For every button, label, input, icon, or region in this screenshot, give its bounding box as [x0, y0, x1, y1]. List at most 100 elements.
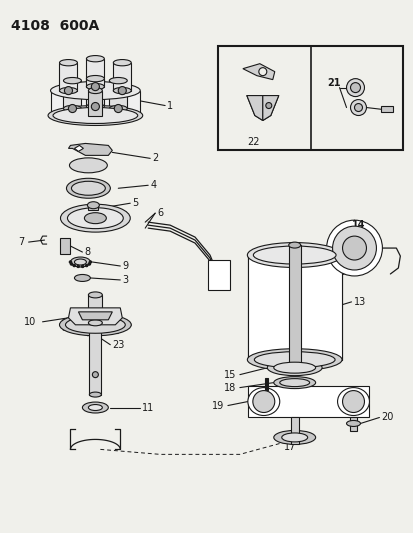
Text: 7: 7	[18, 237, 24, 247]
Ellipse shape	[74, 274, 90, 281]
Text: 21: 21	[327, 78, 340, 87]
Ellipse shape	[71, 181, 105, 195]
Ellipse shape	[59, 87, 77, 94]
Ellipse shape	[279, 378, 309, 386]
Ellipse shape	[113, 60, 131, 66]
Ellipse shape	[86, 55, 104, 62]
Polygon shape	[89, 330, 101, 394]
Ellipse shape	[86, 103, 104, 110]
Ellipse shape	[281, 433, 307, 442]
Circle shape	[91, 83, 99, 91]
Ellipse shape	[87, 201, 99, 209]
Polygon shape	[247, 255, 341, 360]
Polygon shape	[349, 417, 357, 431]
Ellipse shape	[267, 360, 321, 376]
Text: 10: 10	[24, 317, 36, 327]
Ellipse shape	[337, 387, 368, 416]
Polygon shape	[88, 91, 102, 116]
Circle shape	[70, 263, 72, 265]
Ellipse shape	[60, 204, 130, 232]
Polygon shape	[74, 146, 83, 151]
Polygon shape	[262, 95, 278, 120]
Ellipse shape	[346, 421, 360, 426]
Ellipse shape	[88, 292, 102, 298]
Polygon shape	[68, 308, 122, 325]
Polygon shape	[88, 295, 102, 323]
Ellipse shape	[59, 60, 77, 66]
Text: 3: 3	[122, 275, 128, 285]
Ellipse shape	[288, 242, 300, 248]
Circle shape	[69, 261, 71, 263]
Circle shape	[85, 264, 88, 266]
Ellipse shape	[66, 179, 110, 198]
Ellipse shape	[273, 431, 315, 445]
Bar	[60, 238, 70, 254]
Text: 13: 13	[353, 297, 365, 307]
Circle shape	[265, 102, 271, 109]
Circle shape	[64, 86, 72, 95]
Polygon shape	[63, 80, 81, 109]
Ellipse shape	[86, 84, 104, 90]
Circle shape	[258, 68, 266, 76]
Polygon shape	[78, 312, 112, 320]
Text: 8: 8	[84, 247, 90, 257]
Text: 17: 17	[283, 442, 295, 453]
Text: 23: 23	[112, 340, 124, 350]
Ellipse shape	[86, 76, 104, 82]
Ellipse shape	[70, 257, 90, 267]
Bar	[217, 46, 402, 150]
Circle shape	[77, 265, 79, 268]
Polygon shape	[288, 245, 300, 365]
Ellipse shape	[273, 362, 315, 373]
Text: 4: 4	[150, 180, 156, 190]
Ellipse shape	[247, 243, 341, 268]
Ellipse shape	[65, 316, 125, 333]
Ellipse shape	[88, 87, 102, 94]
Ellipse shape	[273, 377, 315, 389]
Ellipse shape	[109, 106, 127, 112]
Circle shape	[350, 83, 360, 93]
Circle shape	[89, 261, 91, 263]
Text: 18: 18	[223, 383, 235, 393]
Ellipse shape	[89, 392, 101, 397]
Ellipse shape	[82, 402, 108, 413]
Polygon shape	[68, 143, 112, 156]
Ellipse shape	[50, 82, 140, 100]
Circle shape	[92, 372, 98, 377]
Text: 22: 22	[246, 138, 259, 148]
Text: 4108  600A: 4108 600A	[11, 19, 99, 33]
Circle shape	[252, 391, 274, 413]
Polygon shape	[109, 80, 127, 109]
Polygon shape	[246, 95, 262, 120]
Text: 12: 12	[356, 265, 368, 275]
Ellipse shape	[69, 158, 107, 173]
Text: 2: 2	[152, 154, 158, 163]
Circle shape	[114, 104, 122, 112]
Text: 1: 1	[167, 101, 173, 110]
Ellipse shape	[254, 352, 334, 368]
Ellipse shape	[113, 87, 131, 94]
Circle shape	[332, 226, 375, 270]
Text: 15: 15	[223, 370, 235, 379]
Ellipse shape	[109, 77, 127, 84]
Bar	[207, 260, 229, 290]
Circle shape	[68, 104, 76, 112]
Text: 20: 20	[380, 413, 393, 423]
Polygon shape	[264, 377, 267, 390]
Text: 9: 9	[122, 261, 128, 271]
Polygon shape	[242, 63, 274, 79]
Polygon shape	[247, 385, 368, 417]
Ellipse shape	[247, 349, 341, 370]
Text: 11: 11	[142, 402, 154, 413]
Ellipse shape	[53, 108, 138, 124]
Polygon shape	[380, 106, 392, 111]
Text: 6: 6	[157, 208, 163, 218]
Ellipse shape	[59, 314, 131, 336]
Circle shape	[326, 220, 382, 276]
Ellipse shape	[67, 208, 123, 229]
Ellipse shape	[48, 106, 142, 125]
Circle shape	[91, 102, 99, 110]
Ellipse shape	[74, 259, 86, 265]
Polygon shape	[50, 91, 140, 116]
Ellipse shape	[253, 246, 335, 264]
